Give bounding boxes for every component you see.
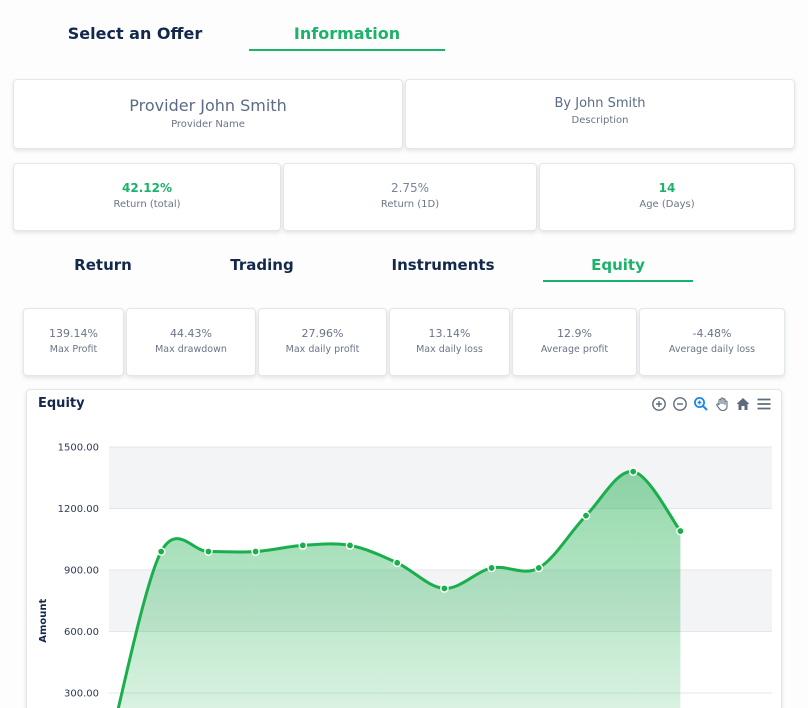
zoom-out-icon[interactable] xyxy=(671,395,689,413)
metric-value: 12.9% xyxy=(557,327,592,340)
menu-icon[interactable] xyxy=(755,395,773,413)
provider-name: Provider John Smith xyxy=(129,96,287,115)
description-card: By John Smith Description xyxy=(405,79,795,149)
metric-max-daily-loss: 13.14% Max daily loss xyxy=(389,308,510,376)
y-tick-label: 900.00 xyxy=(64,566,99,577)
metric-label: Average daily loss xyxy=(668,344,756,355)
equity-point xyxy=(440,584,449,593)
metric-average-daily-loss: -4.48% Average daily loss xyxy=(639,308,785,376)
provider-name-caption: Provider Name xyxy=(171,119,245,130)
stat-value: 2.75% xyxy=(390,181,430,195)
equity-point xyxy=(581,511,591,520)
metric-label: Max daily profit xyxy=(285,344,360,355)
chart-title: Equity xyxy=(38,396,85,411)
equity-chart[interactable]: 300.00 600.00 900.00 1200.00 1500.00 Amount xyxy=(27,390,783,708)
metric-average-profit: 12.9% Average profit xyxy=(512,308,637,376)
metric-value: -4.48% xyxy=(692,327,732,340)
metric-value: 44.43% xyxy=(170,327,212,340)
sub-tabs: Return Trading Instruments Equity xyxy=(0,250,808,286)
description-caption: Description xyxy=(571,115,629,126)
equity-point xyxy=(676,526,685,536)
stat-return-1d: 2.75% Return (1D) xyxy=(283,163,537,231)
equity-point xyxy=(392,558,402,568)
equity-chart-card: 300.00 600.00 900.00 1200.00 1500.00 Amount E… xyxy=(26,389,782,708)
equity-point xyxy=(487,563,496,573)
equity-point xyxy=(204,547,213,556)
y-tick-label: 1200.00 xyxy=(58,504,99,515)
equity-point xyxy=(345,541,355,550)
stat-label: Return (1D) xyxy=(380,199,440,210)
stat-return-total: 42.12% Return (total) xyxy=(13,163,281,231)
equity-point xyxy=(628,467,638,476)
y-tick-label: 1500.00 xyxy=(58,443,99,454)
metric-label: Average profit xyxy=(540,344,609,355)
tab-select-offer[interactable]: Select an Offer xyxy=(67,24,203,43)
equity-point xyxy=(156,547,166,556)
stat-label: Age (Days) xyxy=(639,199,695,210)
stat-value: 14 xyxy=(658,181,676,195)
equity-area xyxy=(118,471,681,708)
plot-band xyxy=(109,447,772,509)
metric-max-daily-profit: 27.96% Max daily profit xyxy=(258,308,387,376)
stat-value: 42.12% xyxy=(122,181,172,195)
metric-label: Max daily loss xyxy=(416,344,483,355)
tab-information[interactable]: Information xyxy=(249,24,445,51)
metric-max-drawdown: 44.43% Max drawdown xyxy=(126,308,256,376)
chart-toolbar xyxy=(650,394,773,414)
y-tick-label: 600.00 xyxy=(64,627,99,638)
pan-hand-icon[interactable] xyxy=(713,395,731,413)
metric-value: 13.14% xyxy=(428,327,471,340)
metric-value: 139.14% xyxy=(49,327,98,340)
provider-name-card: Provider John Smith Provider Name xyxy=(13,79,403,149)
y-tick-label: 300.00 xyxy=(64,689,99,700)
top-tabs: Select an Offer Information xyxy=(0,0,808,60)
metric-max-profit: 139.14% Max Profit xyxy=(23,308,124,376)
equity-point xyxy=(251,547,260,556)
home-icon[interactable] xyxy=(734,395,752,413)
zoom-in-icon[interactable] xyxy=(650,395,668,413)
tab-trading[interactable]: Trading xyxy=(230,256,294,274)
tab-equity[interactable]: Equity xyxy=(543,256,693,282)
metric-label: Max drawdown xyxy=(155,344,227,355)
tab-return[interactable]: Return xyxy=(74,256,132,274)
provider-description: By John Smith xyxy=(554,96,646,111)
metric-value: 27.96% xyxy=(301,327,344,340)
stat-label: Return (total) xyxy=(113,199,181,210)
metric-label: Max Profit xyxy=(49,344,98,355)
stat-age-days: 14 Age (Days) xyxy=(539,163,795,231)
equity-point xyxy=(534,563,544,573)
y-axis-title: Amount xyxy=(38,599,49,643)
zoom-select-icon[interactable] xyxy=(692,395,710,413)
equity-point xyxy=(298,541,308,550)
tab-instruments[interactable]: Instruments xyxy=(391,256,495,274)
